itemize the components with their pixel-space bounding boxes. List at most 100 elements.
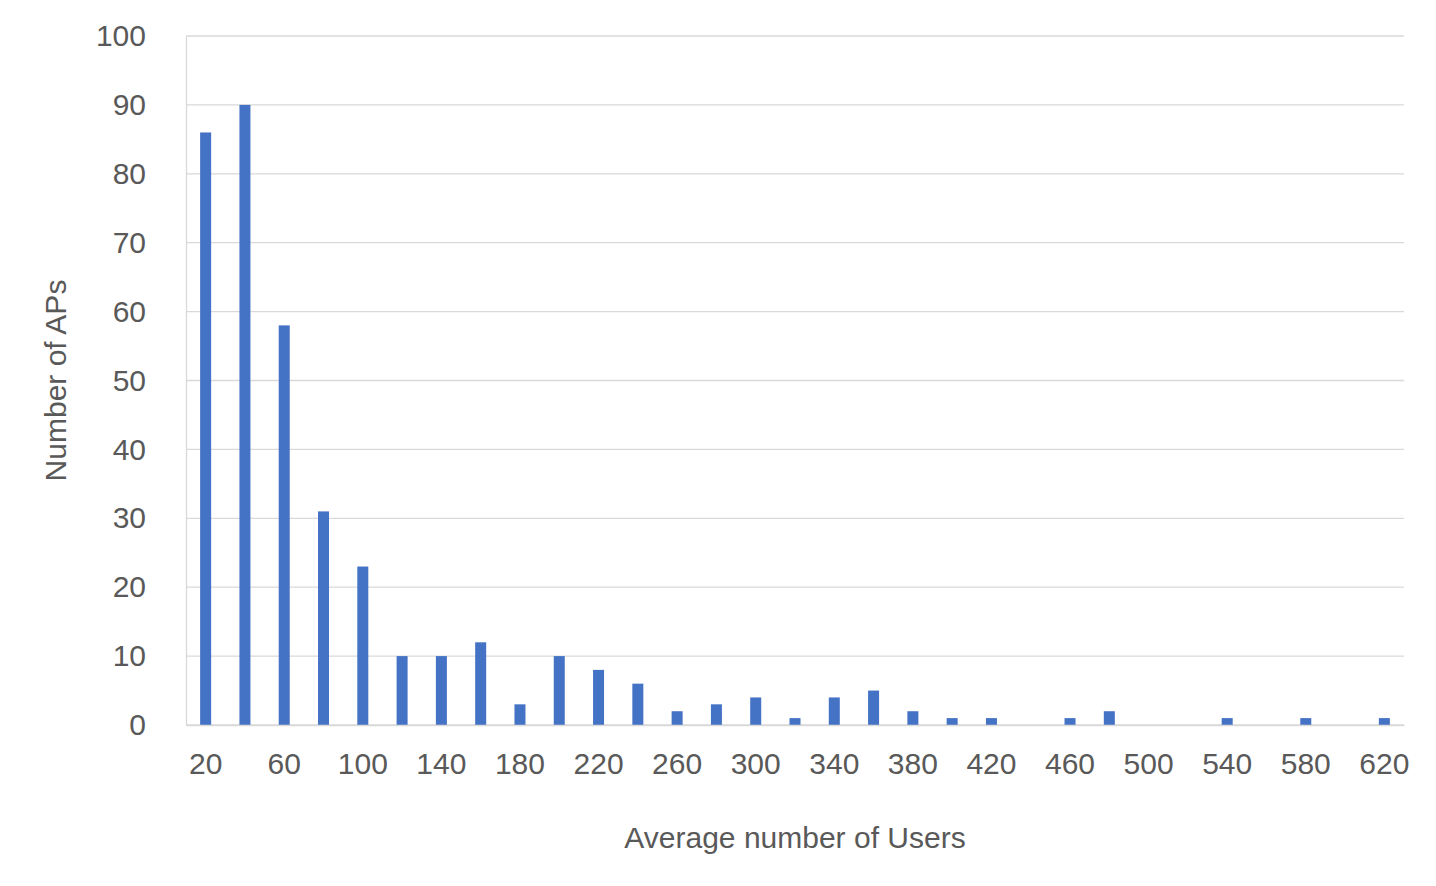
grid-line <box>186 242 1404 243</box>
bar <box>711 704 722 725</box>
grid-line <box>186 655 1404 656</box>
x-tick: 180 <box>495 725 545 780</box>
x-tick-label: 100 <box>338 747 388 780</box>
bars <box>200 105 1390 725</box>
grid-line <box>186 518 1404 519</box>
x-tick: 540 <box>1202 725 1252 780</box>
x-tick-label: 460 <box>1045 747 1095 780</box>
x-tick: 140 <box>416 725 466 780</box>
plot: 0 10 20 30 40 50 60 70 80 90 100 20 60 100 140 180 220 26… <box>96 19 1409 780</box>
bar <box>947 718 958 725</box>
x-axis-line <box>187 725 1405 726</box>
y-tick: 70 <box>113 226 186 259</box>
x-tick-label: 300 <box>731 747 781 780</box>
y-axis-line <box>186 37 187 726</box>
y-tick-label: 70 <box>113 226 146 259</box>
bar <box>829 697 840 725</box>
x-tick: 460 <box>1045 725 1095 780</box>
bar <box>1222 718 1233 725</box>
x-tick-label: 340 <box>809 747 859 780</box>
x-tick-label: 260 <box>652 747 702 780</box>
y-tick-label: 30 <box>113 501 146 534</box>
y-tick: 10 <box>113 639 186 672</box>
y-axis: 0 10 20 30 40 50 60 70 80 90 100 <box>96 19 187 741</box>
y-tick-label: 60 <box>113 295 146 328</box>
bar <box>789 718 800 725</box>
y-tick: 100 <box>96 19 186 52</box>
bar <box>1300 718 1311 725</box>
bar <box>200 132 211 725</box>
x-tick-label: 180 <box>495 747 545 780</box>
y-tick: 40 <box>113 433 186 466</box>
x-tick: 260 <box>652 725 702 780</box>
y-tick-label: 10 <box>113 639 146 672</box>
bar <box>1104 711 1115 725</box>
grid-line <box>186 449 1404 450</box>
x-tick: 340 <box>809 725 859 780</box>
bar <box>868 691 879 725</box>
x-tick: 60 <box>268 725 301 780</box>
y-tick: 50 <box>113 364 186 397</box>
grid-line <box>186 380 1404 381</box>
x-tick: 580 <box>1281 725 1331 780</box>
bar <box>436 656 447 725</box>
y-tick-label: 40 <box>113 433 146 466</box>
bar <box>514 704 525 725</box>
y-axis-title: Number of APs <box>39 280 72 482</box>
bar <box>986 718 997 725</box>
x-tick: 220 <box>574 725 624 780</box>
x-tick: 500 <box>1124 725 1174 780</box>
y-tick: 60 <box>113 295 186 328</box>
bar <box>279 325 290 725</box>
x-tick-label: 500 <box>1124 747 1174 780</box>
x-tick: 300 <box>731 725 781 780</box>
x-tick: 620 <box>1359 725 1409 780</box>
grid-line <box>186 104 1404 105</box>
bar <box>750 697 761 725</box>
y-tick: 0 <box>129 708 186 741</box>
x-tick-label: 20 <box>189 747 222 780</box>
x-tick-label: 620 <box>1359 747 1409 780</box>
x-axis: 20 60 100 140 180 220 260 300 340 380 420 460 500 540… <box>187 725 1410 780</box>
y-tick-label: 100 <box>96 19 146 52</box>
y-tick-label: 20 <box>113 570 146 603</box>
y-tick: 20 <box>113 570 186 603</box>
bar <box>475 642 486 725</box>
grid-line <box>186 173 1404 174</box>
x-tick: 100 <box>338 725 388 780</box>
x-axis-title: Average number of Users <box>624 821 965 854</box>
x-tick: 380 <box>888 725 938 780</box>
x-tick-label: 220 <box>574 747 624 780</box>
bar <box>1379 718 1390 725</box>
y-tick-label: 50 <box>113 364 146 397</box>
bar <box>239 105 250 725</box>
x-tick: 420 <box>966 725 1016 780</box>
y-tick-label: 0 <box>129 708 146 741</box>
y-tick: 80 <box>113 157 186 190</box>
y-tick: 30 <box>113 501 186 534</box>
x-tick-label: 380 <box>888 747 938 780</box>
x-tick-label: 580 <box>1281 747 1331 780</box>
x-tick: 20 <box>189 725 222 780</box>
chart: 0 10 20 30 40 50 60 70 80 90 100 20 60 100 140 180 220 26… <box>0 0 1436 886</box>
bar <box>357 567 368 725</box>
bar <box>1065 718 1076 725</box>
bar <box>397 656 408 725</box>
bar <box>318 511 329 725</box>
grid-line <box>186 311 1404 312</box>
grid <box>186 36 1404 725</box>
y-tick-label: 90 <box>113 88 146 121</box>
x-tick-label: 140 <box>416 747 466 780</box>
x-tick-label: 60 <box>268 747 301 780</box>
x-tick-label: 540 <box>1202 747 1252 780</box>
grid-line <box>186 587 1404 588</box>
bar <box>593 670 604 725</box>
y-tick: 90 <box>113 88 186 121</box>
grid-line <box>186 35 1404 36</box>
bar <box>907 711 918 725</box>
bar <box>632 684 643 725</box>
bar <box>672 711 683 725</box>
y-tick-label: 80 <box>113 157 146 190</box>
bar <box>554 656 565 725</box>
x-tick-label: 420 <box>966 747 1016 780</box>
